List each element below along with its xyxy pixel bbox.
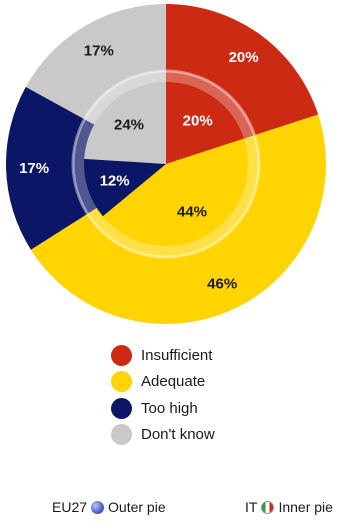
legend: Insufficient Adequate Too high Don't kno…	[111, 342, 215, 448]
legend-label: Adequate	[141, 373, 206, 390]
eu-outer-pie-label: Outer pie	[108, 499, 166, 515]
legend-item-insufficient: Insufficient	[111, 342, 215, 368]
inner-slice-too-high	[83, 158, 166, 217]
eu-code-label: EU27	[52, 499, 88, 515]
inner-label-adequate: 44%	[177, 203, 207, 220]
inner-slice-dont-know	[84, 82, 166, 164]
outer-label-adequate: 46%	[207, 275, 237, 292]
italy-flag-icon	[261, 500, 275, 514]
eu-globe-icon	[91, 500, 105, 514]
legend-item-too-high: Too high	[111, 395, 215, 421]
inner-slice-insufficient	[166, 82, 244, 164]
outer-label-insufficient: 20%	[229, 49, 259, 66]
legend-item-adequate: Adequate	[111, 369, 215, 395]
legend-item-dont-know: Don't know	[111, 422, 215, 448]
inner-label-too-high: 12%	[100, 173, 130, 190]
it-inner-pie-label: Inner pie	[278, 499, 333, 515]
footer-eu-key: EU27 Outer pie	[52, 499, 166, 515]
legend-swatch-adequate	[111, 371, 132, 392]
it-code-label: IT	[245, 499, 258, 515]
outer-label-too-high: 17%	[19, 160, 49, 177]
legend-label: Don't know	[141, 426, 215, 443]
inner-slice-adequate	[102, 138, 249, 247]
inner-label-dont-know: 24%	[114, 117, 144, 134]
legend-swatch-too-high	[111, 397, 132, 419]
legend-label: Insufficient	[141, 346, 213, 364]
outer-label-dont-know: 17%	[84, 42, 114, 59]
legend-label: Too high	[141, 399, 198, 417]
inner-label-insufficient: 20%	[183, 112, 213, 129]
legend-swatch-insufficient	[111, 344, 132, 366]
footer-it-key: IT Inner pie	[245, 499, 333, 515]
legend-swatch-dont-know	[111, 424, 132, 445]
pie-chart: 20% 46% 17% 17% 20% 44% 12% 24%	[6, 4, 326, 324]
